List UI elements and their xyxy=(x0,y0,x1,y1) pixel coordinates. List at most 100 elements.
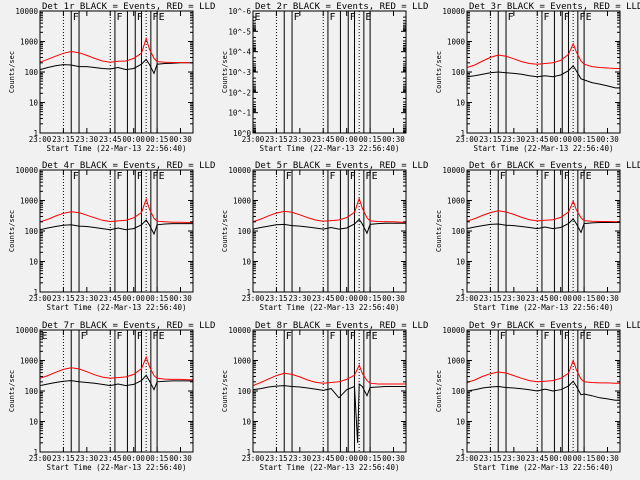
x-tick-label: 23:30 xyxy=(503,454,526,463)
y-tick-label: 10 xyxy=(456,258,466,267)
y-tick-label: 1 xyxy=(460,448,465,457)
y-tick-label: 100 xyxy=(24,227,38,236)
flag-label: F xyxy=(330,12,336,23)
y-tick-label: 10^-1 xyxy=(228,109,251,118)
flag-label: F xyxy=(152,171,158,182)
flag-label: F xyxy=(508,12,514,23)
y-tick-label: 10^0 xyxy=(233,129,252,138)
x-tick-label: 00:15 xyxy=(573,454,596,463)
x-tick-label: 00:15 xyxy=(359,454,382,463)
y-tick-label: 10000 xyxy=(228,166,251,175)
flag-label: F xyxy=(294,12,300,23)
x-tick-label: 23:45 xyxy=(99,135,122,144)
x-tick-label: 23:30 xyxy=(289,294,312,303)
x-tick-label: 00:30 xyxy=(382,135,405,144)
y-tick-label: 10000 xyxy=(15,166,38,175)
y-tick-label: 10^-6 xyxy=(228,7,251,16)
flag-label: F xyxy=(500,331,506,342)
flag-label: E xyxy=(372,331,378,342)
x-tick-label: 23:00 xyxy=(456,135,479,144)
x-tick-label: 00:00 xyxy=(549,454,572,463)
x-tick-label: 23:15 xyxy=(265,135,288,144)
x-tick-label: 23:30 xyxy=(289,135,312,144)
lld-series-line xyxy=(39,355,193,381)
events-series-line xyxy=(39,374,193,391)
x-tick-label: 23:00 xyxy=(242,135,265,144)
y-axis-label: Counts/sec xyxy=(8,370,16,412)
y-tick-label: 1000 xyxy=(20,357,39,366)
x-tick-label: 00:00 xyxy=(122,294,145,303)
panel-title: Det 4r BLACK = Events, RED = LLD xyxy=(42,161,215,171)
x-tick-label: 00:00 xyxy=(335,135,358,144)
flag-label: E xyxy=(365,12,371,23)
y-tick-label: 1000 xyxy=(233,357,252,366)
y-tick-label: 1 xyxy=(33,129,38,138)
y-tick-label: 1 xyxy=(33,448,38,457)
x-tick-label: 00:15 xyxy=(573,135,596,144)
lld-series-line xyxy=(39,36,193,64)
events-series-line xyxy=(252,218,406,235)
flag-label: E xyxy=(586,331,592,342)
flag-label: F xyxy=(579,12,585,23)
y-tick-label: 1 xyxy=(33,288,38,297)
panel-title: Det 6r BLACK = Events, RED = LLD xyxy=(469,161,640,171)
y-tick-label: 1 xyxy=(460,129,465,138)
x-tick-label: 23:00 xyxy=(456,294,479,303)
x-tick-label: 00:15 xyxy=(146,135,169,144)
x-tick-label: 23:15 xyxy=(52,294,75,303)
flag-label: F xyxy=(365,331,371,342)
x-tick-label: 23:30 xyxy=(503,294,526,303)
y-tick-label: 1000 xyxy=(20,38,39,47)
y-tick-label: 10 xyxy=(242,258,252,267)
y-tick-label: 10000 xyxy=(442,326,465,335)
flag-label: F xyxy=(73,12,79,23)
flag-label: F xyxy=(117,171,123,182)
x-tick-label: 23:00 xyxy=(29,454,52,463)
x-tick-label: 23:30 xyxy=(76,135,99,144)
x-tick-label: 23:45 xyxy=(312,135,335,144)
flag-label: F xyxy=(544,331,550,342)
x-tick-label: 23:15 xyxy=(479,135,502,144)
flag-label: F xyxy=(117,12,123,23)
y-tick-label: 1 xyxy=(246,448,251,457)
flag-label: F xyxy=(117,331,123,342)
y-tick-label: 10^-4 xyxy=(228,48,251,57)
flag-label: F xyxy=(579,171,585,182)
y-tick-label: 100 xyxy=(24,387,38,396)
x-axis-label: Start Time (22-Mar-13 22:56:40) xyxy=(47,463,187,472)
x-tick-label: 00:00 xyxy=(335,294,358,303)
x-tick-label: 23:30 xyxy=(503,135,526,144)
x-tick-label: 23:45 xyxy=(312,454,335,463)
y-tick-label: 10 xyxy=(242,418,252,427)
x-tick-label: 23:45 xyxy=(526,454,549,463)
y-tick-label: 10 xyxy=(456,99,466,108)
y-axis-label: Counts/sec xyxy=(435,210,443,252)
y-tick-label: 10000 xyxy=(15,7,38,16)
lld-series-line xyxy=(466,42,620,69)
y-tick-label: 10 xyxy=(29,418,39,427)
y-tick-label: 1000 xyxy=(447,38,466,47)
flag-label: E xyxy=(159,331,165,342)
panel-title: Det 9r BLACK = Events, RED = LLD xyxy=(469,321,640,331)
events-series-line xyxy=(252,382,406,443)
flag-label: F xyxy=(73,171,79,182)
events-series-line xyxy=(466,64,620,89)
flag-label: F xyxy=(350,171,356,182)
x-tick-label: 00:30 xyxy=(169,454,192,463)
x-tick-label: 00:30 xyxy=(596,135,619,144)
flag-label: E xyxy=(159,171,165,182)
x-axis-label: Start Time (22-Mar-13 22:56:40) xyxy=(474,144,614,153)
y-tick-label: 10000 xyxy=(15,326,38,335)
x-tick-label: 23:15 xyxy=(52,454,75,463)
x-tick-label: 00:00 xyxy=(549,294,572,303)
x-axis-label: Start Time (22-Mar-13 22:56:40) xyxy=(260,303,400,312)
y-axis-label: Counts/sec xyxy=(435,370,443,412)
